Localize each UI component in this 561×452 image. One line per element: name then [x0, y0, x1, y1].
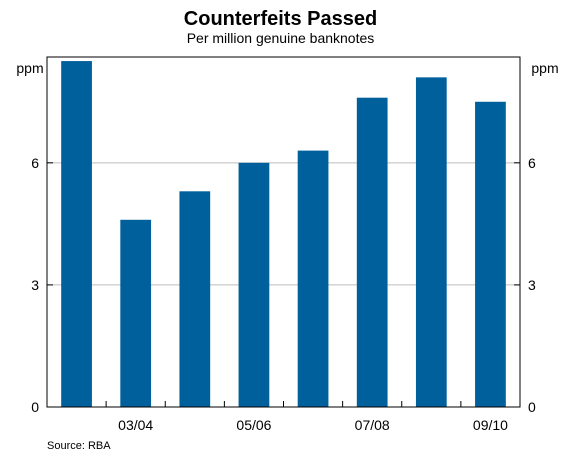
chart-title: Counterfeits Passed [183, 8, 378, 30]
bar [238, 162, 270, 407]
x-tick-label: 05/06 [236, 417, 271, 433]
y-tick-label-right: 6 [528, 155, 536, 171]
bar-series [61, 61, 506, 408]
y-axis-unit-left: ppm [16, 60, 43, 76]
axes: 0 0 3 3 6 6 03/04 05/06 07/08 09/10 [31, 56, 536, 433]
chart-subtitle: Per million genuine banknotes [186, 30, 375, 46]
x-tick-label: 09/10 [473, 417, 508, 433]
plot-frame [46, 56, 521, 408]
bar [475, 101, 506, 407]
bar [415, 77, 447, 407]
x-tick-label: 03/04 [118, 417, 153, 433]
bar [297, 150, 329, 407]
y-tick-label-left: 6 [31, 155, 39, 171]
y-tick-label-left: 3 [31, 277, 39, 293]
bar [120, 219, 152, 407]
bar [356, 97, 388, 407]
source-note: Source: RBA [47, 440, 111, 452]
y-axis-unit-right: ppm [531, 60, 558, 76]
bar [61, 61, 92, 408]
x-tick-label: 07/08 [355, 417, 390, 433]
y-tick-label-left: 0 [31, 399, 39, 415]
gridlines [47, 162, 520, 286]
bar [179, 191, 211, 407]
y-tick-label-right: 0 [528, 399, 536, 415]
y-tick-label-right: 3 [528, 277, 536, 293]
